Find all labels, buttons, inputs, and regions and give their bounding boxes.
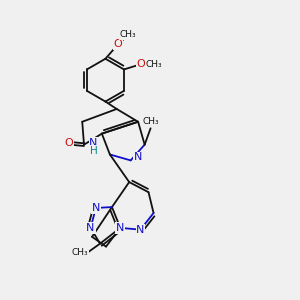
Text: N: N [92, 203, 100, 213]
Text: H: H [90, 146, 98, 156]
Text: N: N [116, 223, 124, 233]
Text: CH₃: CH₃ [120, 31, 136, 40]
Text: CH₃: CH₃ [146, 60, 162, 69]
Text: CH₃: CH₃ [143, 117, 160, 126]
Text: N: N [136, 225, 145, 235]
Text: N: N [89, 138, 98, 148]
Text: N: N [134, 152, 142, 162]
Text: N: N [86, 223, 95, 233]
Text: O: O [64, 138, 73, 148]
Text: O: O [113, 40, 122, 50]
Text: CH₃: CH₃ [72, 248, 88, 257]
Text: O: O [137, 59, 146, 69]
